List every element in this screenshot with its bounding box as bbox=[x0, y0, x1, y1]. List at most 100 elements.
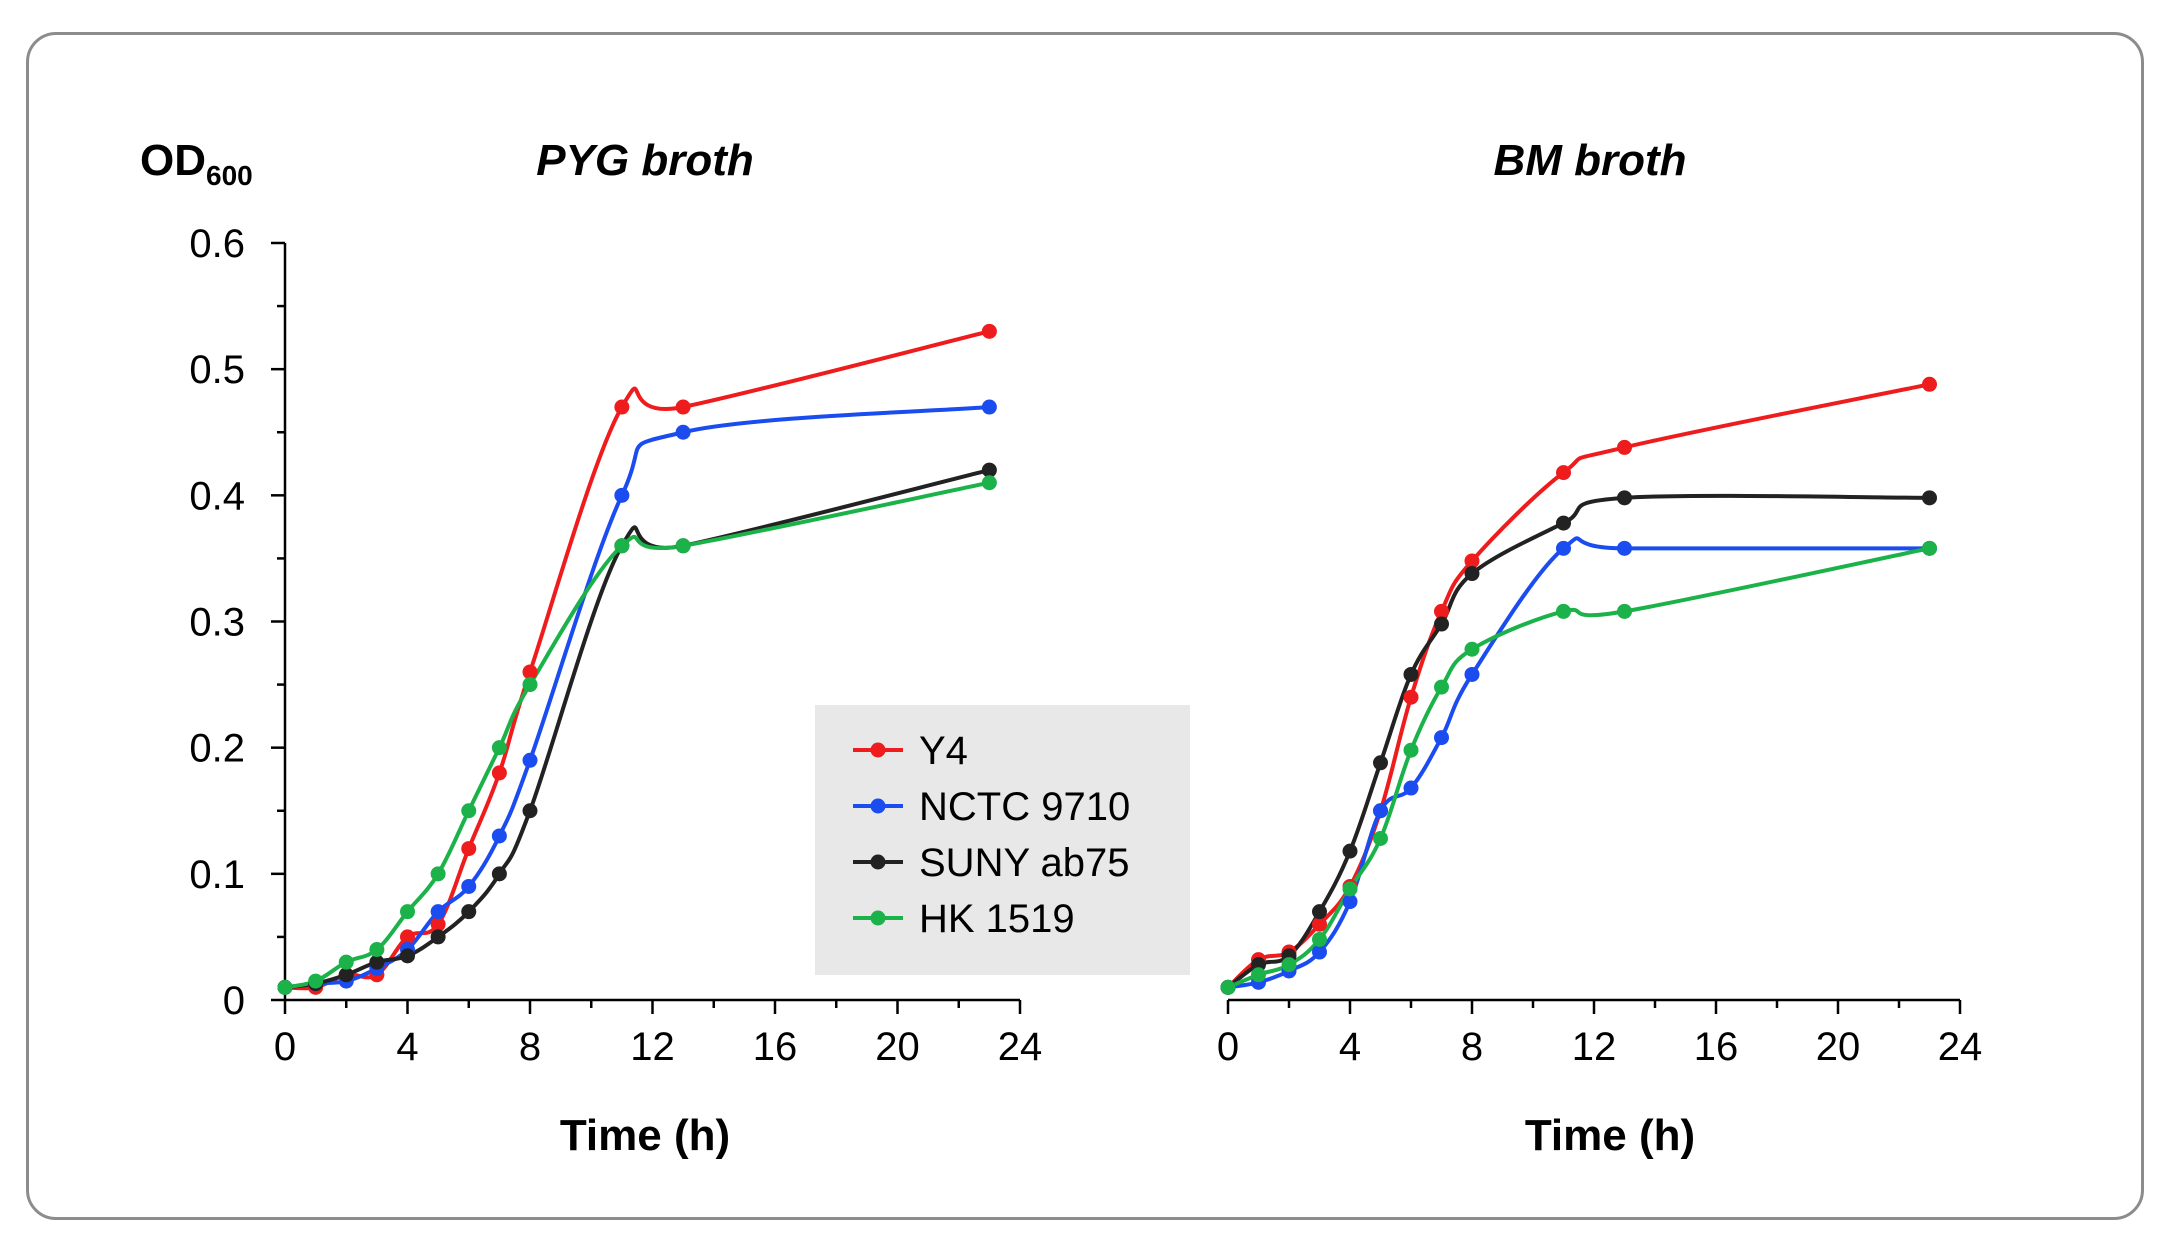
data-point-hk-1519 bbox=[1312, 931, 1327, 947]
figure-frame bbox=[26, 32, 2144, 1220]
data-point-nctc-9710 bbox=[461, 878, 477, 894]
x-tick-label: 12 bbox=[1572, 1025, 1617, 1069]
data-point-suny-ab75 bbox=[1373, 755, 1388, 771]
x-tick-label: 20 bbox=[1816, 1025, 1861, 1069]
data-point-hk-1519 bbox=[1617, 603, 1632, 619]
legend-entry-nctc-9710: NCTC 9710 bbox=[853, 785, 1130, 829]
x-tick-label: 16 bbox=[753, 1025, 798, 1069]
data-point-suny-ab75 bbox=[1556, 515, 1571, 531]
x-tick-label: 24 bbox=[1938, 1025, 1983, 1069]
x-axis-title: Time (h) bbox=[560, 1111, 730, 1160]
pyg-broth-panel: PYG broth 0 4 8 12 16 20 24 Time (h) 0 0.1 0.2 0.3 0.… bbox=[140, 136, 1042, 1160]
data-point-suny-ab75 bbox=[430, 929, 446, 945]
y-axis-title-main: OD bbox=[140, 136, 206, 185]
x-tick-label: 4 bbox=[1339, 1025, 1361, 1069]
data-point-nctc-9710 bbox=[981, 399, 997, 415]
data-point-hk-1519 bbox=[1281, 957, 1297, 973]
data-point-suny-ab75 bbox=[1312, 904, 1327, 920]
series-line-y4 bbox=[283, 329, 992, 991]
data-point-y4 bbox=[981, 323, 997, 339]
data-point-y4 bbox=[1434, 603, 1449, 619]
data-point-suny-ab75 bbox=[981, 462, 997, 478]
panel-title: PYG broth bbox=[536, 136, 754, 185]
data-point-y4 bbox=[491, 765, 507, 781]
data-point-suny-ab75 bbox=[1464, 566, 1480, 582]
data-point-suny-ab75 bbox=[522, 803, 538, 819]
data-point-nctc-9710 bbox=[1434, 730, 1449, 746]
y-tick-label: 0.6 bbox=[189, 222, 245, 266]
series-line-hk-1519 bbox=[1226, 546, 1932, 990]
legend-entry-y4: Y4 bbox=[853, 729, 968, 773]
data-point-y4 bbox=[430, 916, 446, 932]
data-point-nctc-9710 bbox=[1342, 894, 1358, 910]
data-point-hk-1519 bbox=[1342, 881, 1358, 897]
data-point-y4 bbox=[1617, 439, 1632, 455]
data-point-hk-1519 bbox=[277, 979, 293, 995]
legend-swatch-marker bbox=[870, 742, 886, 758]
data-point-hk-1519 bbox=[461, 803, 477, 819]
x-tick-label: 8 bbox=[519, 1025, 541, 1069]
data-point-y4 bbox=[1403, 689, 1419, 705]
data-point-nctc-9710 bbox=[1312, 944, 1327, 960]
data-point-y4 bbox=[1922, 376, 1937, 392]
data-point-y4 bbox=[675, 399, 691, 415]
x-tick-label: 0 bbox=[1217, 1025, 1239, 1069]
data-point-hk-1519 bbox=[675, 538, 691, 554]
data-point-hk-1519 bbox=[1434, 679, 1449, 695]
legend-label: HK 1519 bbox=[919, 897, 1075, 941]
y-axis-title: OD600 bbox=[140, 136, 253, 191]
data-point-suny-ab75 bbox=[400, 948, 415, 964]
legend: Y4 NCTC 9710 SUNY ab75 HK 1519 bbox=[815, 705, 1190, 975]
data-point-nctc-9710 bbox=[430, 904, 446, 920]
data-point-nctc-9710 bbox=[491, 828, 507, 844]
x-tick-label: 8 bbox=[1461, 1025, 1483, 1069]
data-point-hk-1519 bbox=[1556, 603, 1571, 619]
data-point-suny-ab75 bbox=[1403, 666, 1419, 682]
data-point-hk-1519 bbox=[1464, 641, 1480, 657]
legend-swatch-marker bbox=[870, 798, 886, 814]
legend-swatch-marker bbox=[870, 854, 886, 870]
x-tick-label: 0 bbox=[274, 1025, 296, 1069]
data-point-suny-ab75 bbox=[1922, 490, 1937, 506]
data-point-nctc-9710 bbox=[1556, 540, 1571, 556]
data-point-hk-1519 bbox=[1403, 742, 1419, 758]
data-point-hk-1519 bbox=[981, 475, 997, 491]
y-tick-label: 0.1 bbox=[189, 853, 245, 897]
data-point-y4 bbox=[461, 841, 477, 857]
y-tick-label: 0.2 bbox=[189, 727, 245, 771]
y-tick-label: 0.3 bbox=[189, 601, 245, 645]
x-tick-label: 4 bbox=[396, 1025, 418, 1069]
data-point-y4 bbox=[614, 399, 630, 415]
data-point-hk-1519 bbox=[1251, 967, 1266, 983]
y-tick-label: 0 bbox=[223, 979, 245, 1023]
legend-entry-suny-ab75: SUNY ab75 bbox=[853, 841, 1130, 885]
data-point-suny-ab75 bbox=[491, 866, 507, 882]
data-point-nctc-9710 bbox=[522, 752, 538, 768]
data-point-hk-1519 bbox=[369, 942, 385, 958]
data-point-hk-1519 bbox=[308, 973, 324, 989]
data-point-nctc-9710 bbox=[1403, 780, 1419, 796]
legend-label: SUNY ab75 bbox=[919, 841, 1130, 885]
x-axis-title: Time (h) bbox=[1525, 1111, 1695, 1160]
data-point-y4 bbox=[1464, 553, 1480, 569]
data-point-suny-ab75 bbox=[338, 967, 354, 983]
x-tick-label: 16 bbox=[1694, 1025, 1739, 1069]
data-point-suny-ab75 bbox=[1342, 843, 1358, 859]
data-point-hk-1519 bbox=[522, 677, 538, 693]
data-point-y4 bbox=[1556, 465, 1571, 481]
data-point-suny-ab75 bbox=[461, 904, 477, 920]
data-point-y4 bbox=[400, 929, 415, 945]
y-tick-label: 0.5 bbox=[189, 348, 245, 392]
data-point-hk-1519 bbox=[614, 538, 630, 554]
legend-label: NCTC 9710 bbox=[919, 785, 1130, 829]
data-point-hk-1519 bbox=[1922, 540, 1937, 556]
data-point-hk-1519 bbox=[1220, 979, 1236, 995]
data-point-y4 bbox=[522, 664, 538, 680]
bm-broth-panel: BM broth 0 4 8 12 16 20 24 Time (h) bbox=[1217, 136, 1982, 1160]
data-point-hk-1519 bbox=[430, 866, 446, 882]
legend-label: Y4 bbox=[919, 729, 968, 773]
data-point-suny-ab75 bbox=[369, 954, 385, 970]
panel-title: BM broth bbox=[1493, 136, 1686, 185]
data-point-nctc-9710 bbox=[1617, 540, 1632, 556]
